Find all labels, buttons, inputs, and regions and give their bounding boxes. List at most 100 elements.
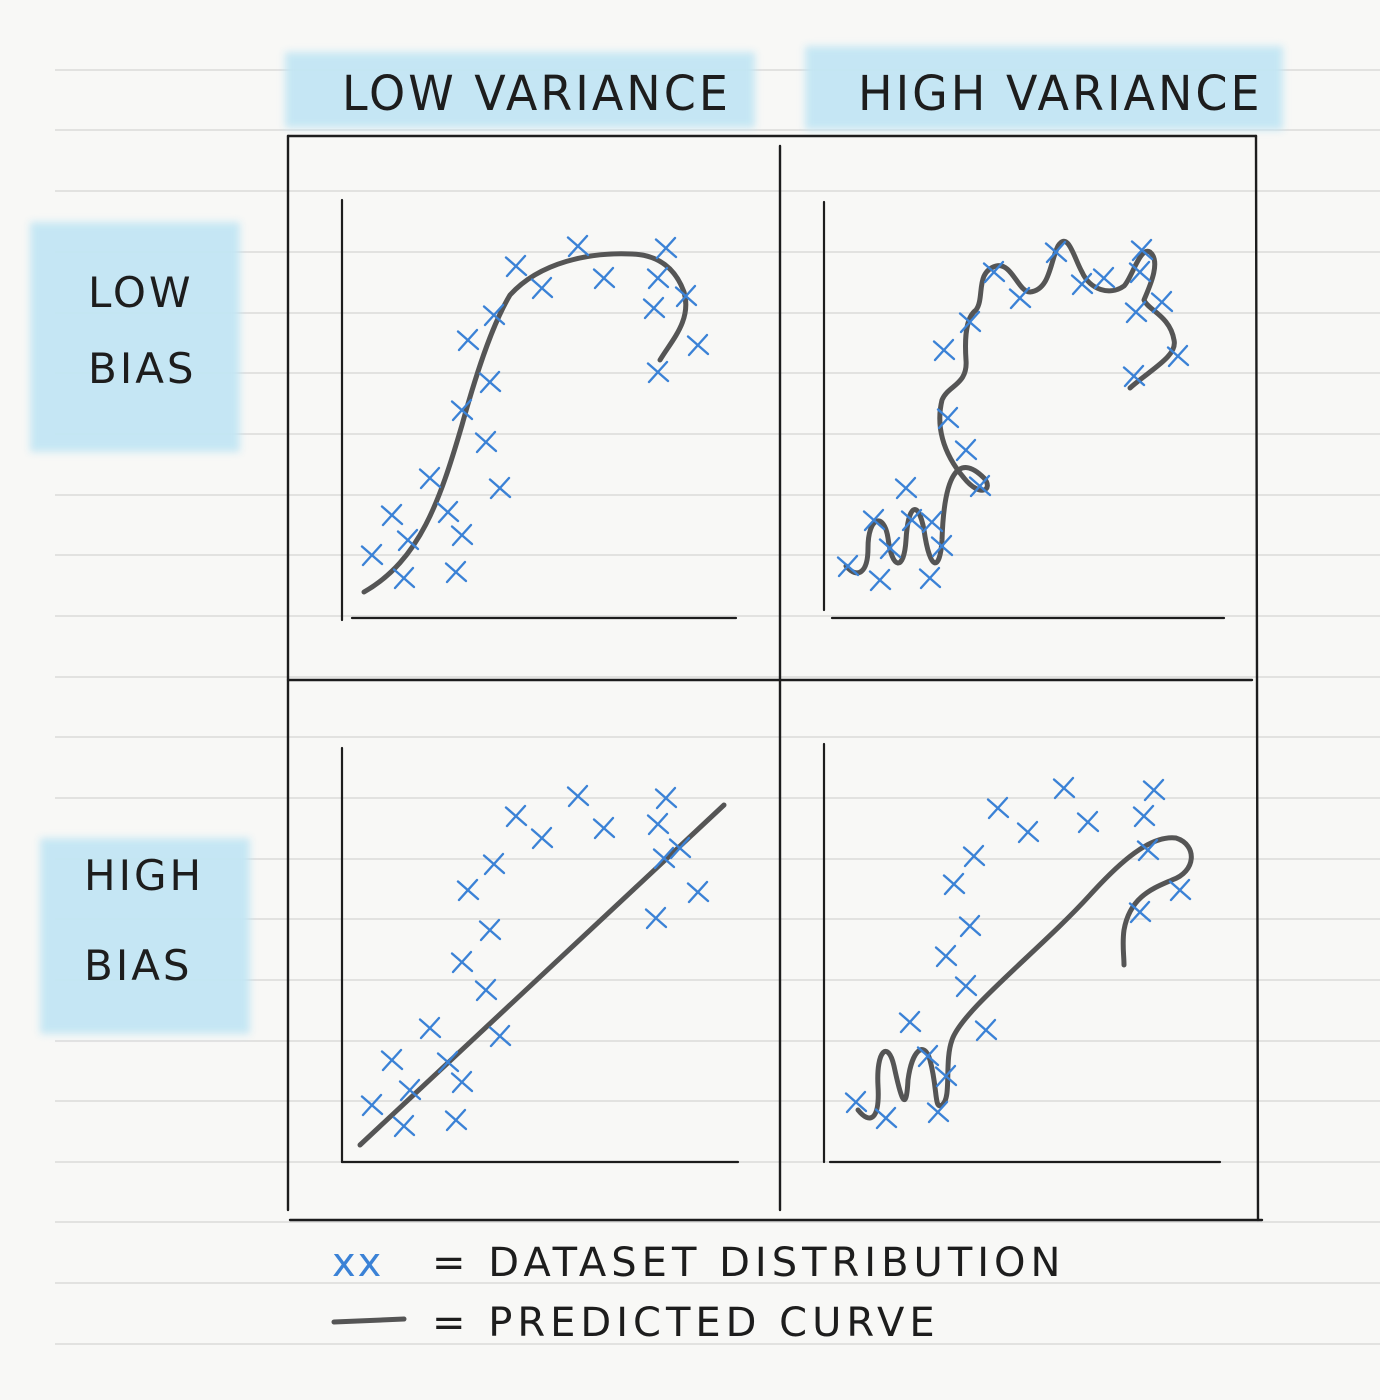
data-point-mark: [878, 536, 902, 560]
dataset-marks: [360, 234, 1192, 1138]
data-point-mark: [450, 398, 474, 422]
data-point-mark: [932, 338, 956, 362]
legend-dataset-label: = DATASET DISTRIBUTION: [432, 1240, 1066, 1286]
predicted-curve-high-bias-high-variance: [855, 835, 1194, 1121]
data-point-mark: [478, 918, 502, 942]
data-point-mark: [654, 786, 678, 810]
data-point-mark: [1044, 240, 1068, 264]
data-point-mark: [1142, 778, 1166, 802]
data-point-mark: [646, 266, 670, 290]
data-point-mark: [474, 978, 498, 1002]
data-point-mark: [450, 950, 474, 974]
legend-graphics: [331, 1316, 407, 1325]
legend-curve-label: = PREDICTED CURVE: [432, 1300, 940, 1346]
data-point-mark: [836, 554, 860, 578]
data-point-mark: [488, 1024, 512, 1048]
data-point-mark: [1166, 344, 1190, 368]
row-heading-low-bias: LOW BIAS: [88, 255, 197, 407]
data-point-mark: [686, 333, 710, 357]
data-points-low-bias-high-variance: [836, 238, 1190, 592]
data-point-mark: [398, 1078, 422, 1102]
data-point-mark: [958, 914, 982, 938]
data-point-mark: [474, 430, 498, 454]
axes-low-bias-low-variance: [340, 198, 738, 622]
data-point-mark: [444, 560, 468, 584]
data-point-mark: [958, 310, 982, 334]
data-point-mark: [844, 1090, 868, 1114]
legend-curve-sample: [331, 1316, 407, 1325]
data-point-mark: [1016, 820, 1040, 844]
data-point-mark: [444, 1108, 468, 1132]
data-point-mark: [360, 543, 384, 567]
highlight-high-bias: [40, 838, 250, 1034]
data-point-mark: [1150, 290, 1174, 314]
predicted-curve-low-bias-low-variance: [361, 251, 689, 595]
data-point-mark: [530, 826, 554, 850]
data-point-mark: [934, 944, 958, 968]
data-point-mark: [1128, 260, 1152, 284]
data-point-mark: [686, 880, 710, 904]
data-point-mark: [504, 254, 528, 278]
highlight-low-bias: [30, 222, 240, 452]
data-point-mark: [954, 974, 978, 998]
data-point-mark: [482, 303, 506, 327]
data-point-mark: [1128, 900, 1152, 924]
axes-low-bias-high-variance: [822, 200, 1226, 620]
data-point-mark: [488, 476, 512, 500]
data-point-mark: [918, 566, 942, 590]
data-points-low-bias-low-variance: [360, 234, 710, 590]
data-point-mark: [986, 796, 1010, 820]
data-point-mark: [898, 1010, 922, 1034]
predicted-curve-high-bias-low-variance: [357, 802, 727, 1148]
data-point-mark: [916, 1044, 940, 1068]
data-point-mark: [674, 284, 698, 308]
row-heading-high-bias-line1: HIGH: [84, 851, 205, 900]
row-heading-high-bias: HIGH BIAS: [84, 838, 204, 1004]
data-point-mark: [1136, 838, 1160, 862]
data-point-mark: [450, 1070, 474, 1094]
data-point-mark: [1076, 810, 1100, 834]
data-point-mark: [894, 476, 918, 500]
data-point-mark: [954, 438, 978, 462]
data-point-mark: [566, 234, 590, 258]
data-point-mark: [436, 500, 460, 524]
data-point-mark: [592, 816, 616, 840]
data-point-mark: [380, 503, 404, 527]
data-point-mark: [592, 266, 616, 290]
axes-high-bias-low-variance: [340, 746, 740, 1164]
data-point-mark: [396, 528, 420, 552]
data-point-mark: [380, 1048, 404, 1072]
grid-frame: [286, 134, 1264, 1222]
data-point-mark: [392, 1114, 416, 1138]
data-point-mark: [982, 260, 1006, 284]
data-point-mark: [654, 236, 678, 260]
data-point-mark: [456, 878, 480, 902]
data-point-mark: [974, 1018, 998, 1042]
data-point-mark: [1124, 300, 1148, 324]
data-point-mark: [968, 474, 992, 498]
highlight-high-variance: [805, 46, 1283, 130]
data-point-mark: [900, 508, 924, 532]
data-point-mark: [920, 510, 944, 534]
data-point-mark: [1130, 238, 1154, 262]
data-point-mark: [1008, 286, 1032, 310]
column-heading-high-variance: HIGH VARIANCE: [858, 64, 1263, 122]
data-point-mark: [862, 508, 886, 532]
data-point-mark: [644, 906, 668, 930]
data-point-mark: [504, 804, 528, 828]
data-point-mark: [936, 406, 960, 430]
data-point-mark: [930, 534, 954, 558]
data-point-mark: [868, 568, 892, 592]
data-point-mark: [478, 370, 502, 394]
data-point-mark: [360, 1093, 384, 1117]
data-point-mark: [646, 812, 670, 836]
data-point-mark: [642, 296, 666, 320]
data-point-mark: [1122, 364, 1146, 388]
data-point-mark: [934, 1064, 958, 1088]
data-point-mark: [1168, 878, 1192, 902]
data-points-high-bias-high-variance: [844, 776, 1192, 1130]
data-point-mark: [962, 844, 986, 868]
data-point-mark: [566, 784, 590, 808]
